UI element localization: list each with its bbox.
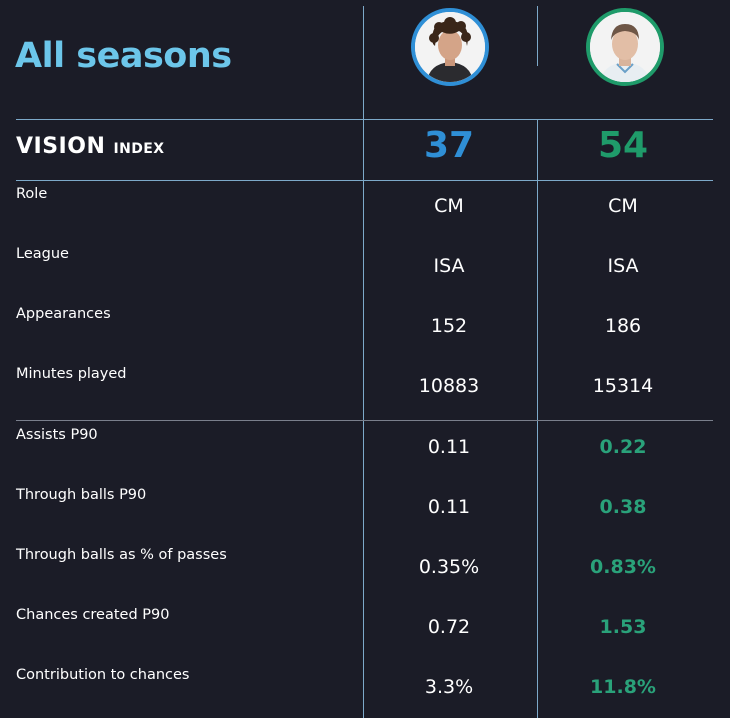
player2-stat-value: 0.83% — [590, 556, 656, 578]
stat-row-label: Contribution to chances — [16, 667, 190, 683]
player1-stat-value: 0.11 — [427, 436, 471, 458]
vision-index-label: VISION INDEX — [16, 134, 164, 159]
stat-row-label: Through balls as % of passes — [16, 547, 227, 563]
stat-row-label: Minutes played — [16, 366, 127, 382]
player2-stat-value: CM — [608, 195, 638, 217]
player1-index-score: 37 — [423, 125, 475, 166]
page-title: All seasons — [15, 36, 232, 76]
player2-stat-value: 11.8% — [590, 676, 656, 698]
player1-stat-value: 3.3% — [424, 676, 474, 698]
column-divider-left — [363, 6, 364, 718]
column-divider-right — [537, 6, 538, 66]
player-photo-short-hair-icon — [590, 12, 660, 82]
section-divider — [16, 420, 713, 421]
stat-row-label: Role — [16, 186, 48, 202]
stat-row-label: Chances created P90 — [16, 607, 170, 623]
player2-stat-value: 186 — [604, 315, 642, 337]
player2-stat-value: 0.38 — [599, 496, 647, 518]
stat-row-label: League — [16, 246, 69, 262]
column-divider-right-lower — [537, 119, 538, 718]
player2-index-score: 54 — [597, 125, 649, 166]
index-divider — [16, 180, 713, 181]
stat-row-label: Through balls P90 — [16, 487, 147, 503]
index-suffix-label: INDEX — [113, 141, 165, 157]
player2-stat-value: 0.22 — [599, 436, 647, 458]
player1-avatar — [411, 8, 489, 86]
player-photo-curly-hair-icon — [415, 12, 485, 82]
player2-stat-value: 15314 — [592, 375, 654, 397]
player1-stat-value: ISA — [433, 255, 465, 277]
player1-stat-value: 152 — [430, 315, 468, 337]
player1-stat-value: CM — [434, 195, 464, 217]
index-main-label: VISION — [16, 134, 106, 159]
stat-row-label: Appearances — [16, 306, 111, 322]
player1-stat-value: 0.72 — [427, 616, 471, 638]
stat-row-label: Assists P90 — [16, 427, 98, 443]
player1-stat-value: 0.35% — [418, 556, 480, 578]
player2-stat-value: 1.53 — [599, 616, 647, 638]
player2-stat-value: ISA — [607, 255, 639, 277]
player1-stat-value: 0.11 — [427, 496, 471, 518]
player1-stat-value: 10883 — [418, 375, 480, 397]
header-divider — [16, 119, 713, 120]
player2-avatar — [586, 8, 664, 86]
